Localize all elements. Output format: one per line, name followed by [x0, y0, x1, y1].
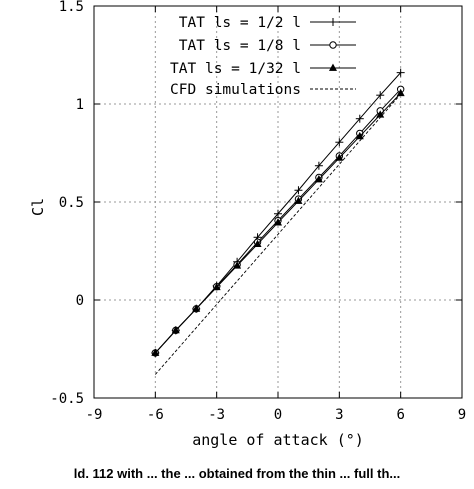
legend-label-2: TAT ls = 1/8 l: [179, 38, 301, 54]
data-point-series-3: [294, 196, 303, 204]
data-point-series-3: [396, 88, 405, 97]
data-point-series-3: [192, 304, 201, 312]
data-point-series-3: [233, 261, 242, 269]
x-tick-label: 3: [335, 407, 343, 423]
legend-marker-2: [329, 41, 337, 49]
data-point-series-3: [212, 282, 221, 291]
x-tick-label: -6: [147, 407, 164, 423]
figure-caption: ld. 112 with ... the ... obtained from t…: [73, 466, 401, 481]
data-point-series-3: [273, 218, 283, 226]
y-tick-label: 1: [76, 97, 84, 113]
data-point-series-1: [396, 68, 405, 77]
data-point-series-1: [335, 138, 344, 147]
data-point-series-1: [314, 161, 323, 170]
series-layer: [151, 68, 405, 375]
data-point-series-3: [355, 131, 364, 140]
data-point-series-3: [314, 175, 323, 183]
data-point-series-3: [253, 239, 262, 248]
legend-marker-1: [329, 18, 337, 26]
chart: -9 -6 -3 0 3 6 9-0.500.511.5 TAT ls = 1/2 lTAT…: [29, 0, 466, 449]
data-point-series-1: [376, 91, 385, 100]
ticks: -9 -6 -3 0 3 6 9 -0.5 0 0.5 1 1.5: [50, 0, 466, 423]
y-axis-label: Cl: [29, 198, 47, 216]
legend-marker-3: [328, 63, 338, 71]
legend-label-1: TAT ls = 1/2 l: [179, 15, 301, 31]
x-tick-label: -3: [208, 407, 225, 423]
data-point-series-1: [294, 186, 303, 195]
series-line-4: [154, 93, 402, 375]
legend-label-3: TAT ls = 1/32 l: [170, 61, 301, 77]
y-tick-label: -0.5: [50, 391, 84, 407]
legend-label-4: CFD simulations: [170, 82, 301, 98]
x-tick-label: -9: [86, 407, 103, 423]
data-point-series-1: [274, 209, 282, 218]
data-point-series-1: [355, 114, 364, 123]
y-tick-label: 1.5: [59, 0, 84, 15]
y-tick-label: 0: [76, 293, 84, 309]
x-tick-label: 9: [458, 407, 466, 423]
y-tick-label: 0.5: [59, 195, 84, 211]
data-point-series-3: [335, 153, 344, 161]
x-axis-label: angle of attack (°): [192, 431, 364, 449]
legend: TAT ls = 1/2 l TAT ls = 1/8 l TAT ls = 1/3…: [170, 15, 356, 98]
data-point-series-3: [151, 348, 160, 356]
x-tick-label: 0: [274, 407, 282, 423]
x-tick-label: 6: [396, 407, 404, 423]
data-point-series-3: [171, 325, 180, 334]
